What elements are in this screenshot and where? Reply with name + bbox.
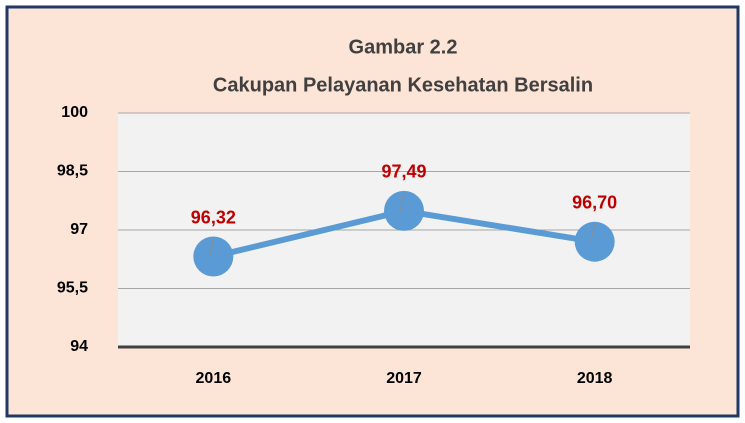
y-tick-label: 94 (70, 338, 88, 355)
value-label: 96,70 (572, 192, 617, 212)
value-label: 96,32 (191, 207, 236, 227)
leader-line (208, 238, 214, 257)
y-tick-label: 98,5 (57, 163, 88, 180)
point-marker (384, 190, 424, 231)
x-tick-label: 2018 (577, 370, 613, 387)
chart-subtitle: Cakupan Pelayanan Kesehatan Bersalin (213, 74, 593, 96)
leader-line (399, 192, 405, 211)
point-marker (574, 221, 615, 262)
x-tick-label: 2017 (386, 370, 422, 387)
chart-title: Gambar 2.2 (349, 36, 458, 58)
leader-line (590, 223, 596, 242)
x-tick-label: 2016 (196, 370, 232, 387)
y-tick-label: 97 (70, 221, 88, 238)
point-marker (193, 236, 234, 277)
y-tick-label: 100 (61, 104, 88, 121)
value-label: 97,49 (381, 162, 426, 182)
y-tick-label: 95,5 (57, 280, 88, 297)
